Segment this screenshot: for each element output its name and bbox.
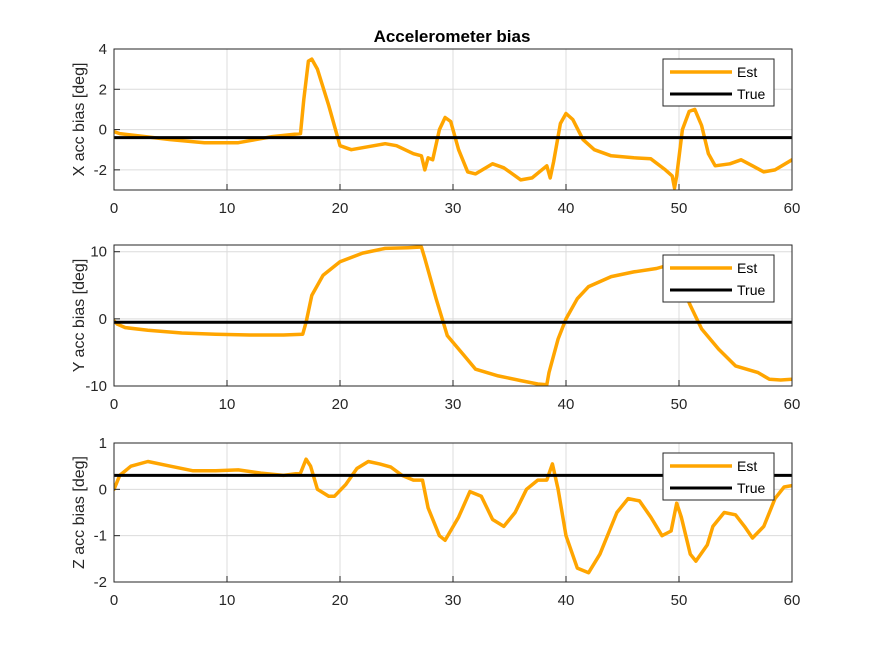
x-tick-label: 60 bbox=[784, 200, 801, 217]
y-tick-label: 0 bbox=[99, 311, 107, 328]
x-tick-label: 40 bbox=[558, 396, 575, 413]
y-axis-label: X acc bias [deg] bbox=[71, 63, 88, 177]
x-tick-label: 20 bbox=[332, 592, 349, 609]
x-tick-label: 50 bbox=[671, 396, 688, 413]
x-tick-label: 0 bbox=[110, 200, 118, 217]
y-tick-label: -10 bbox=[85, 378, 107, 395]
est-series-line bbox=[114, 457, 792, 575]
x-tick-label: 30 bbox=[445, 396, 462, 413]
figure-title: Accelerometer bias bbox=[374, 27, 531, 46]
legend: Est True bbox=[662, 58, 775, 107]
x-tick-label: 0 bbox=[110, 592, 118, 609]
series-layer bbox=[114, 57, 792, 190]
x-tick-label: 50 bbox=[671, 200, 688, 217]
legend-true-label: True bbox=[737, 480, 765, 496]
legend-box bbox=[662, 58, 775, 107]
x-tick-label: 10 bbox=[219, 396, 236, 413]
x-tick-label: 0 bbox=[110, 396, 118, 413]
legend: Est True bbox=[662, 254, 775, 303]
x-tick-label: 40 bbox=[558, 592, 575, 609]
x-tick-label: 10 bbox=[219, 592, 236, 609]
legend-est-label: Est bbox=[737, 458, 757, 474]
x-tick-label: 60 bbox=[784, 592, 801, 609]
y-tick-label: 0 bbox=[99, 122, 107, 139]
subplot-1: 0 10 20 30 40 50 60 -2 0 2 4 X acc bias [deg] Est Tru… bbox=[71, 41, 800, 217]
legend-true-label: True bbox=[737, 86, 765, 102]
est-series-line bbox=[114, 57, 792, 190]
legend-box bbox=[662, 452, 775, 501]
y-tick-label: 10 bbox=[90, 244, 107, 261]
x-tick-label: 20 bbox=[332, 200, 349, 217]
y-tick-label: 1 bbox=[99, 435, 107, 452]
y-tick-label: -2 bbox=[94, 574, 107, 591]
legend-est-label: Est bbox=[737, 260, 757, 276]
y-tick-label: -2 bbox=[94, 162, 107, 179]
x-tick-label: 30 bbox=[445, 200, 462, 217]
y-axis-label: Y acc bias [deg] bbox=[71, 259, 88, 373]
x-tick-label: 20 bbox=[332, 396, 349, 413]
legend-est-label: Est bbox=[737, 64, 757, 80]
legend: Est True bbox=[662, 452, 775, 501]
subplot-3: 0 10 20 30 40 50 60 -2 -1 0 1 Z acc bias [deg] Est Tr… bbox=[71, 435, 800, 609]
legend-true-label: True bbox=[737, 282, 765, 298]
x-tick-label: 60 bbox=[784, 396, 801, 413]
legend-box bbox=[662, 254, 775, 303]
x-tick-label: 50 bbox=[671, 592, 688, 609]
y-tick-label: -1 bbox=[94, 528, 107, 545]
x-tick-label: 40 bbox=[558, 200, 575, 217]
y-tick-label: 0 bbox=[99, 481, 107, 498]
y-tick-label: 2 bbox=[99, 81, 107, 98]
y-axis-label: Z acc bias [deg] bbox=[71, 456, 88, 569]
y-tick-label: 4 bbox=[99, 41, 107, 58]
x-tick-label: 30 bbox=[445, 592, 462, 609]
x-tick-label: 10 bbox=[219, 200, 236, 217]
